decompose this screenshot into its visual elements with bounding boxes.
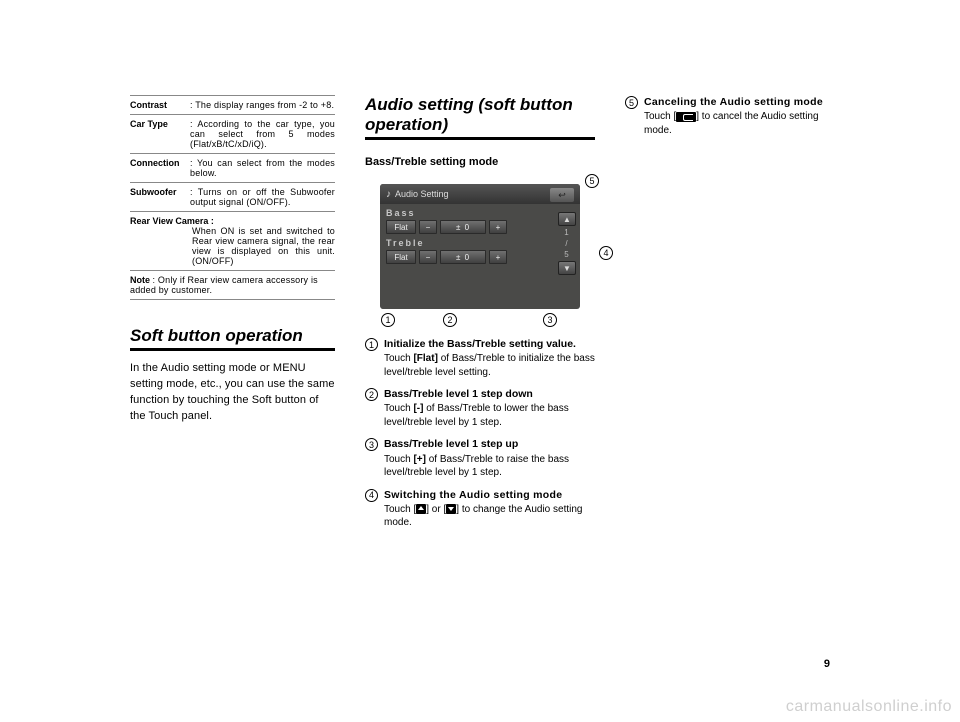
def-term: Car Type [130,119,190,149]
instr-title: Switching the Audio setting mode [384,488,595,502]
bass-row: Flat − ± 0 + [386,220,574,234]
instr-num: 5 [625,96,638,109]
def-term: Connection [130,158,190,178]
instr-num: 4 [365,489,378,502]
instr-item-3: 3 Bass/Treble level 1 step up Touch [+] … [365,437,595,479]
instr-title: Initialize the Bass/Treble setting value… [384,337,595,351]
soft-button-body: In the Audio setting mode or MENU settin… [130,361,335,425]
settings-definitions-table: Contrast : The display ranges from -2 to… [130,95,335,300]
def-desc: : Only if Rear view camera accessory is … [130,275,318,295]
def-row-subwoofer: Subwoofer : Turns on or off the Subwoofe… [130,183,335,212]
instr-body: Bass/Treble level 1 step up Touch [+] of… [384,437,595,479]
column-2: Audio setting (soft button operation) Ba… [365,95,595,722]
instr-item-1: 1 Initialize the Bass/Treble setting val… [365,337,595,379]
instr-desc: Touch [Flat] of Bass/Treble to initializ… [384,352,595,379]
def-row-contrast: Contrast : The display ranges from -2 to… [130,95,335,115]
instr-num: 1 [365,338,378,351]
column-3: 5 Canceling the Audio setting mode Touch… [625,95,840,722]
scroll-down-button[interactable]: ▼ [558,261,576,275]
soft-button-heading: Soft button operation [130,326,335,351]
instruction-list: 1 Initialize the Bass/Treble setting val… [365,337,595,530]
instr-title: Bass/Treble level 1 step down [384,387,595,401]
def-row-rearcam: Rear View Camera : When ON is set and sw… [130,212,335,271]
instr-item-2: 2 Bass/Treble level 1 step down Touch [-… [365,387,595,429]
bass-value: ± 0 [440,220,486,234]
screenshot-body: Bass Flat − ± 0 + Treble Flat − ± 0 + [380,204,580,272]
arrow-up-icon [416,504,426,514]
def-desc: : According to the car type, you can sel… [190,119,335,149]
instr-item-5: 5 Canceling the Audio setting mode Touch… [625,95,840,137]
page-slash: / [558,239,576,248]
def-desc: When ON is set and switched to Rear view… [130,226,335,266]
instr-title: Bass/Treble level 1 step up [384,437,595,451]
callout-2: 2 [443,313,457,327]
callout-3: 3 [543,313,557,327]
bass-treble-subheading: Bass/Treble setting mode [365,156,595,168]
screenshot-title: Audio Setting [395,189,449,199]
instr-num: 2 [365,388,378,401]
watermark: carmanualsonline.info [786,698,952,716]
bass-minus-button[interactable]: − [419,220,437,234]
callout-5: 5 [585,174,599,188]
instr-desc: Touch [] or [] to change the Audio setti… [384,503,595,530]
def-desc: : You can select from the modes below. [190,158,335,178]
def-desc: : The display ranges from -2 to +8. [190,100,335,110]
treble-value: ± 0 [440,250,486,264]
instr-body: Switching the Audio setting mode Touch [… [384,488,595,530]
scroll-indicator: ▲ 1 / 5 ▼ [558,212,576,277]
def-row-note: Note : Only if Rear view camera accessor… [130,271,335,300]
instr-desc: Touch [-] of Bass/Treble to lower the ba… [384,402,595,429]
instr-desc: Touch [+] of Bass/Treble to raise the ba… [384,453,595,480]
def-term: Contrast [130,100,190,110]
instruction-list-col3: 5 Canceling the Audio setting mode Touch… [625,95,840,137]
manual-page: Contrast : The display ranges from -2 to… [0,0,960,722]
def-term: Rear View Camera : [130,216,335,226]
screenshot-panel: ♪ Audio Setting ↩ Bass Flat − ± 0 + Treb… [380,184,580,309]
music-note-icon: ♪ [386,189,391,200]
scroll-up-button[interactable]: ▲ [558,212,576,226]
def-row-connection: Connection : You can select from the mod… [130,154,335,183]
page-number: 9 [824,658,830,670]
def-term: Subwoofer [130,187,190,207]
back-button[interactable]: ↩ [550,188,574,202]
instr-title: Canceling the Audio setting mode [644,95,840,109]
def-term: Note [130,275,150,285]
instr-item-4: 4 Switching the Audio setting mode Touch… [365,488,595,530]
treble-row: Flat − ± 0 + [386,250,574,264]
bass-flat-button[interactable]: Flat [386,220,416,234]
treble-plus-button[interactable]: + [489,250,507,264]
instr-num: 3 [365,438,378,451]
treble-label: Treble [386,238,574,248]
callout-1: 1 [381,313,395,327]
back-icon [676,112,696,122]
instr-body: Canceling the Audio setting mode Touch [… [644,95,840,137]
def-desc: : Turns on or off the Subwoofer output s… [190,187,335,207]
def-row-cartype: Car Type : According to the car type, yo… [130,115,335,154]
treble-minus-button[interactable]: − [419,250,437,264]
audio-setting-heading: Audio setting (soft button operation) [365,95,595,140]
column-1: Contrast : The display ranges from -2 to… [130,95,335,722]
instr-desc: Touch [] to cancel the Audio setting mod… [644,110,840,137]
screenshot-header: ♪ Audio Setting ↩ [380,184,580,204]
bass-label: Bass [386,208,574,218]
instr-body: Initialize the Bass/Treble setting value… [384,337,595,379]
arrow-down-icon [446,504,456,514]
callout-4: 4 [599,246,613,260]
bass-plus-button[interactable]: + [489,220,507,234]
page-current: 1 [558,228,576,237]
audio-setting-screenshot: 5 4 1 2 3 ♪ Audio Setting ↩ Bass Flat − … [365,184,595,309]
treble-flat-button[interactable]: Flat [386,250,416,264]
page-total: 5 [558,250,576,259]
instr-body: Bass/Treble level 1 step down Touch [-] … [384,387,595,429]
